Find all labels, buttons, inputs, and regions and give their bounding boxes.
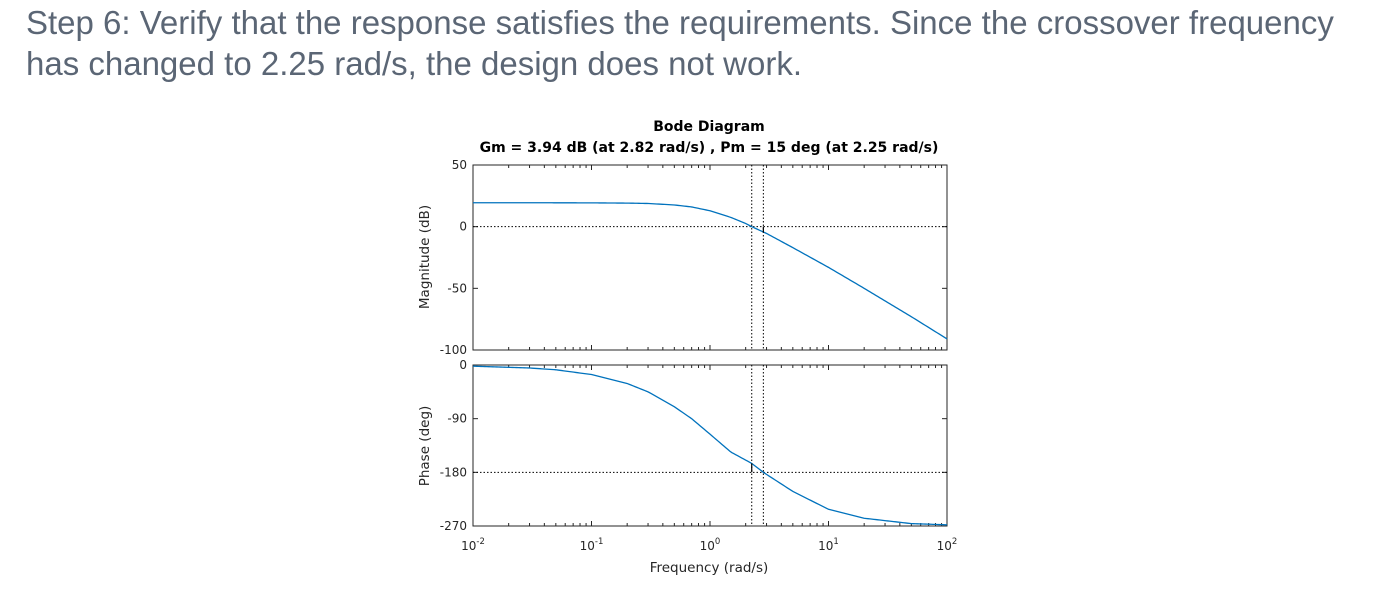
- magnitude-y-tick-label: -100: [440, 343, 467, 357]
- phase-y-tick-label: 0: [459, 358, 467, 372]
- chart-subtitle: Gm = 3.94 dB (at 2.82 rad/s) , Pm = 15 d…: [480, 140, 939, 156]
- x-tick-label: 10-1: [580, 537, 604, 553]
- magnitude-axes-box: [472, 164, 948, 351]
- step-line-1: Step 6: Verify that the response satisfi…: [26, 4, 1334, 41]
- x-axis-label: Frequency (rad/s): [650, 560, 769, 576]
- phase-panel: 0 -90 -180 -270: [440, 358, 948, 533]
- magnitude-y-tick-label: 50: [452, 158, 467, 172]
- x-tick-label: 102: [937, 537, 958, 553]
- x-tick-label: 100: [700, 537, 721, 553]
- x-tick-label: 101: [818, 537, 839, 553]
- phase-axes-box: [472, 364, 948, 527]
- x-tick-label: 10-2: [461, 537, 485, 553]
- magnitude-axis-label: Magnitude (dB): [417, 205, 433, 309]
- magnitude-series-line: [473, 202, 948, 340]
- step-line-2: has changed to 2.25 rad/s, the design do…: [26, 45, 803, 82]
- magnitude-y-tick-label: 0: [459, 220, 467, 234]
- phase-y-tick-label: -270: [440, 519, 467, 533]
- phase-series-line: [472, 365, 948, 526]
- magnitude-panel: 50 0 -50 -100: [440, 158, 948, 357]
- phase-y-tick-label: -180: [440, 465, 467, 479]
- magnitude-y-tick-label: -50: [447, 281, 467, 295]
- step-description: Step 6: Verify that the response satisfi…: [26, 2, 1366, 84]
- phase-y-tick-label: -90: [447, 412, 467, 426]
- x-tick-labels: 10-2 10-1 100 101 102: [461, 537, 957, 553]
- chart-title: Bode Diagram: [653, 119, 765, 135]
- phase-axis-label: Phase (deg): [417, 406, 433, 487]
